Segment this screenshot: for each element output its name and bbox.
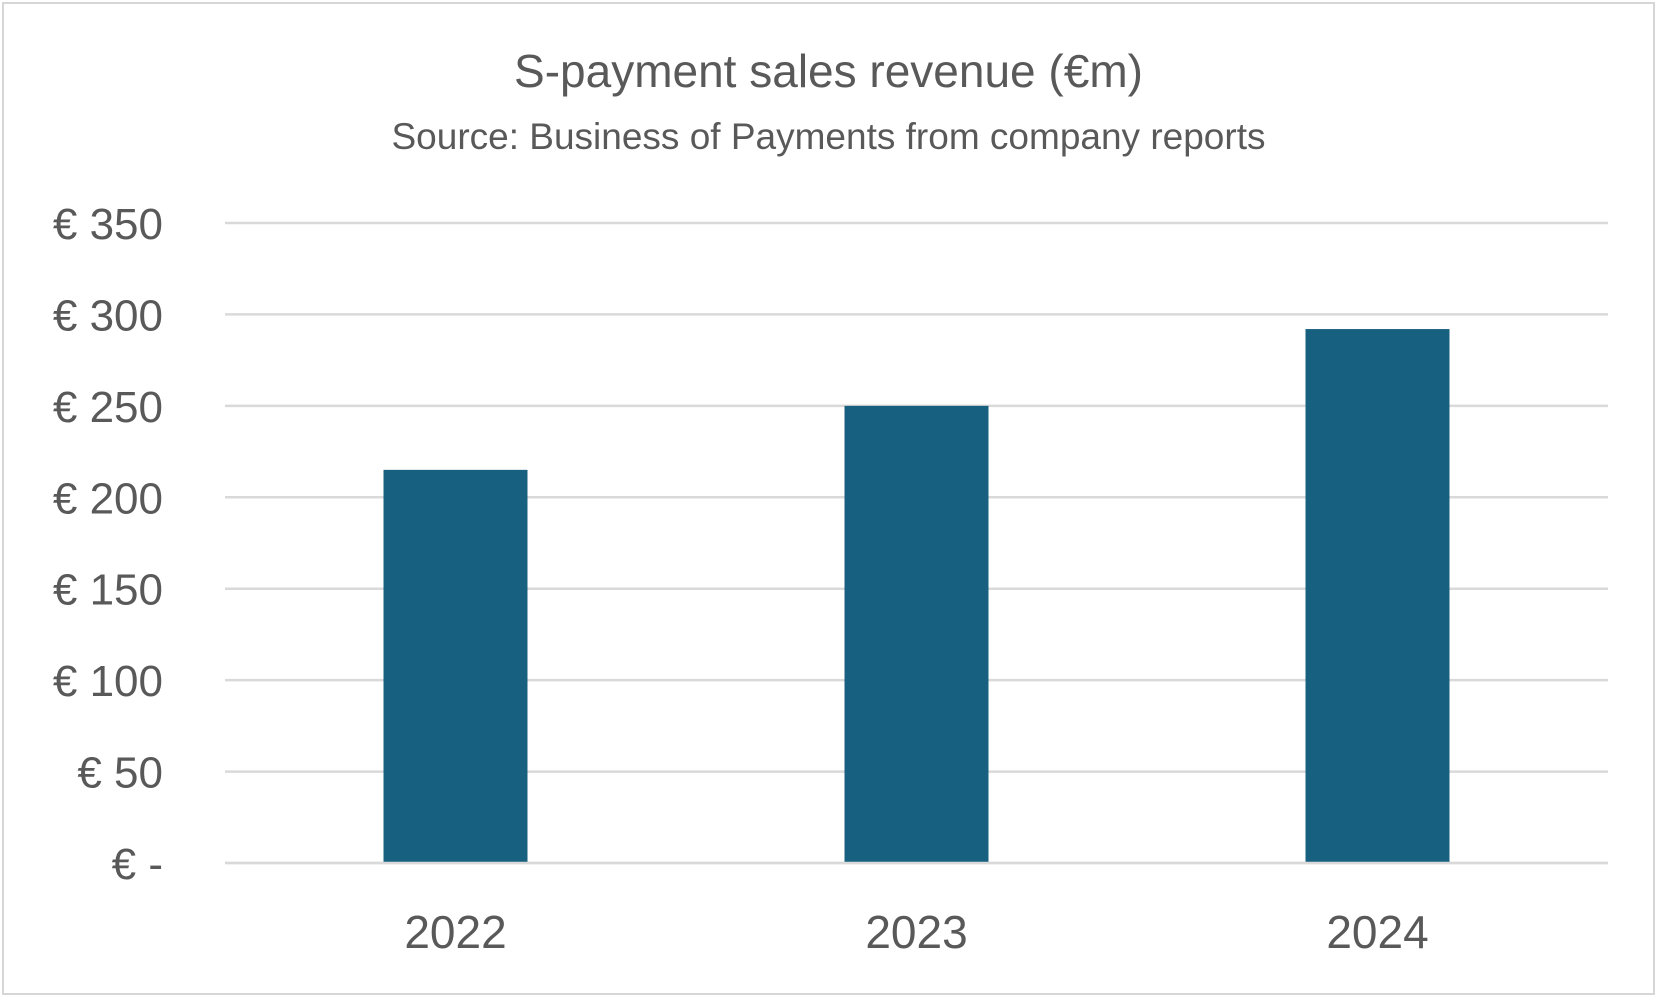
- y-tick-label: € 250: [53, 383, 163, 432]
- y-tick-label: € 350: [53, 200, 163, 249]
- chart-title: S-payment sales revenue (€m): [514, 45, 1143, 97]
- y-tick-label: € 150: [53, 566, 163, 615]
- x-tick-label: 2022: [404, 906, 506, 958]
- y-tick-label: € 300: [53, 291, 163, 340]
- y-tick-label: € 50: [77, 749, 163, 798]
- chart-subtitle: Source: Business of Payments from compan…: [391, 116, 1266, 157]
- y-tick-label: € -: [112, 840, 163, 889]
- y-tick-label: € 200: [53, 474, 163, 523]
- x-tick-label: 2023: [865, 906, 967, 958]
- y-tick-label: € 100: [53, 657, 163, 706]
- bar-2022: [383, 469, 528, 863]
- bar-2023: [844, 405, 989, 863]
- x-tick-label: 2024: [1326, 906, 1428, 958]
- bar-2024: [1305, 329, 1450, 863]
